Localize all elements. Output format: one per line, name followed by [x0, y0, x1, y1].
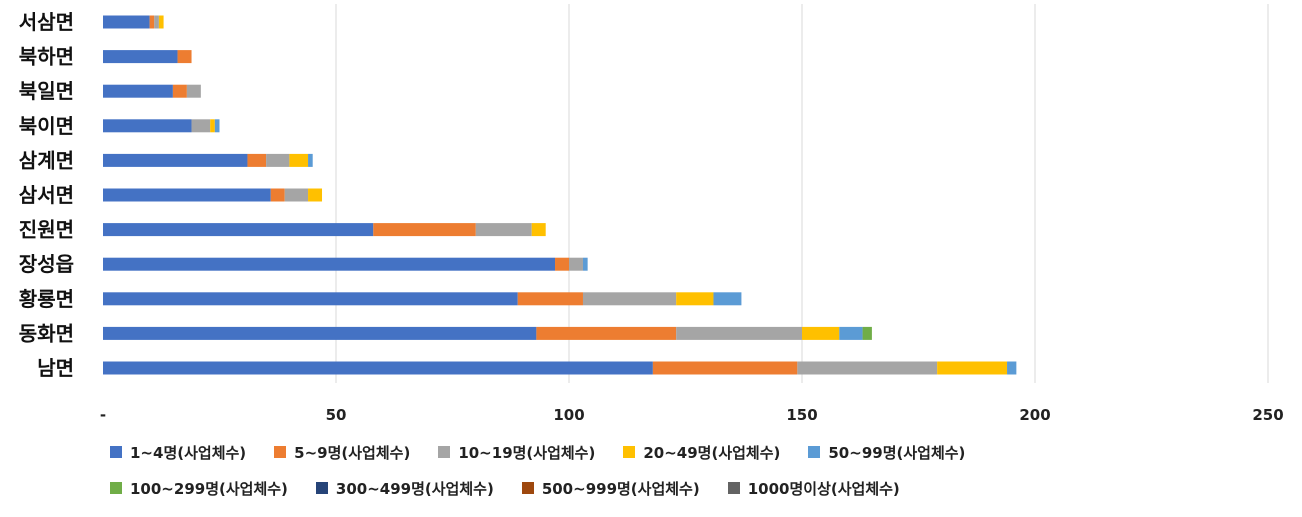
legend-row: 100~299명(사업체수) 300~499명(사업체수) 500~999명(사업체… — [110, 476, 1260, 500]
bar-segment — [582, 292, 677, 306]
bar-segment — [103, 292, 518, 306]
legend-item: 1000명이상(사업체수) — [727, 478, 900, 499]
bar-segment — [475, 223, 532, 237]
legend-swatch — [727, 482, 740, 494]
category-label: 장성읍 — [19, 252, 74, 276]
bar-segment — [308, 188, 323, 202]
legend-swatch — [521, 482, 534, 494]
legend-label: 20~49명(사업체수) — [643, 443, 781, 462]
legend-item: 300~499명(사업체수) — [315, 478, 494, 499]
bar-segment — [177, 50, 192, 64]
legend-label: 500~999명(사업체수) — [541, 479, 700, 498]
bar-segment — [308, 153, 313, 167]
legend-item: 100~299명(사업체수) — [110, 478, 288, 499]
legend: 1~4명(사업체수) 5~9명(사업체수) 10~19명(사업체수) 20~49명(사… — [110, 440, 1260, 512]
x-tick-label: 150 — [786, 406, 817, 424]
bar-segment — [270, 188, 285, 202]
bar-segment — [862, 326, 872, 340]
gridlines — [335, 4, 1269, 383]
category-label: 서삼면 — [19, 10, 74, 34]
bar-segment — [210, 119, 215, 133]
legend-item: 500~999명(사업체수) — [521, 478, 700, 499]
legend-row: 1~4명(사업체수) 5~9명(사업체수) 10~19명(사업체수) 20~49명(사… — [110, 440, 1260, 464]
x-tick-label: 200 — [1019, 406, 1050, 424]
bar-segment — [676, 326, 802, 340]
bar-segment — [555, 257, 569, 271]
legend-item: 50~99명(사업체수) — [808, 442, 965, 463]
legend-swatch — [110, 446, 122, 458]
category-label: 진원면 — [19, 218, 74, 242]
legend-label: 1~4명(사업체수) — [130, 443, 247, 462]
legend-label: 100~299명(사업체수) — [130, 479, 288, 498]
legend-label: 50~99명(사업체수) — [828, 443, 966, 462]
bar-segment — [103, 119, 192, 133]
legend-item: 1~4명(사업체수) — [110, 442, 246, 463]
bar-segment — [797, 361, 938, 375]
legend-label: 300~499명(사업체수) — [335, 479, 494, 498]
bar-segment — [266, 153, 290, 167]
bar-segment — [154, 15, 159, 29]
bar-segment — [802, 326, 840, 340]
legend-item: 5~9명(사업체수) — [274, 442, 410, 463]
bar-segment — [569, 257, 583, 271]
x-tick-label: 50 — [326, 406, 347, 424]
bar-segment — [186, 84, 201, 98]
bar-segment — [284, 188, 309, 202]
legend-swatch — [315, 482, 328, 494]
bar-segment — [247, 153, 267, 167]
legend-swatch — [274, 446, 287, 458]
legend-label: 10~19명(사업체수) — [458, 443, 596, 462]
bar-segment — [937, 361, 1008, 375]
legend-item: 20~49명(사업체수) — [623, 442, 780, 463]
bar-segment — [103, 223, 374, 237]
x-tick-label: 100 — [553, 406, 584, 424]
bar-segment — [103, 84, 173, 98]
bar-segment — [191, 119, 211, 133]
bar-segment — [676, 292, 714, 306]
category-label: 삼계면 — [19, 148, 74, 172]
bar-segment — [1007, 361, 1017, 375]
bar-segment — [149, 15, 155, 29]
x-tick-label: 250 — [1252, 406, 1283, 424]
x-axis-tick-labels: - 50 100 150 200 250 — [100, 406, 1284, 424]
bar-segment — [517, 292, 583, 306]
bar-segment — [214, 119, 220, 133]
legend-item: 10~19명(사업체수) — [438, 442, 595, 463]
category-label: 북일면 — [19, 79, 74, 103]
x-tick-label: - — [100, 406, 106, 424]
category-label: 남면 — [37, 356, 74, 380]
bar-segment — [839, 326, 863, 340]
bar-segment — [103, 15, 150, 29]
bars — [103, 15, 1017, 375]
legend-label: 1000명이상(사업체수) — [747, 479, 900, 498]
bar-segment — [652, 361, 798, 375]
legend-swatch — [438, 446, 451, 458]
bar-segment — [172, 84, 187, 98]
bar-segment — [582, 257, 588, 271]
bar-segment — [103, 188, 271, 202]
legend-swatch — [110, 482, 122, 494]
category-label: 동화면 — [19, 321, 74, 345]
legend-label: 5~9명(사업체수) — [294, 443, 411, 462]
bar-segment — [373, 223, 476, 237]
category-label: 북하면 — [19, 45, 74, 69]
bar-segment — [713, 292, 742, 306]
bar-segment — [103, 326, 537, 340]
legend-swatch — [808, 446, 821, 458]
bar-segment — [289, 153, 309, 167]
bar-segment — [531, 223, 546, 237]
legend-swatch — [623, 446, 636, 458]
bar-segment — [536, 326, 677, 340]
bar-segment — [158, 15, 164, 29]
bar-segment — [103, 257, 556, 271]
category-label: 삼서면 — [19, 183, 74, 207]
category-label: 황룡면 — [19, 287, 74, 311]
category-label: 북이면 — [19, 114, 74, 138]
bar-segment — [103, 153, 248, 167]
bar-segment — [103, 50, 178, 64]
bar-segment — [103, 361, 653, 375]
